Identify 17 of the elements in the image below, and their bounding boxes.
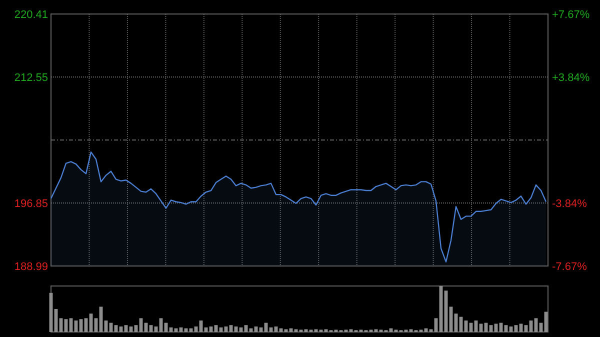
bar [304, 329, 308, 332]
bar [324, 329, 328, 332]
bar [429, 329, 433, 332]
bar [294, 329, 298, 332]
y-tick-label: 196.85 [14, 198, 48, 210]
y2-tick-label: +7.67% [552, 8, 590, 21]
y-tick-label: 188.99 [14, 260, 48, 273]
bar [284, 329, 288, 332]
bar [409, 329, 413, 332]
y2-tick-label: -3.84% [552, 198, 588, 210]
bar [349, 329, 353, 332]
y2-tick-label: -7.67% [552, 260, 588, 273]
bar [374, 329, 378, 332]
y-tick-label: 220.41 [14, 8, 48, 21]
y2-tick-label: +3.84% [552, 72, 590, 84]
y-tick-label: 212.55 [14, 72, 48, 84]
bar [314, 329, 318, 332]
